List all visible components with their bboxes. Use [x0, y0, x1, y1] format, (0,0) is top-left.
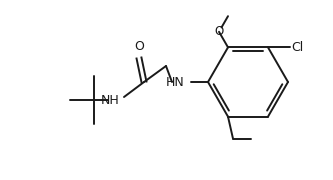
- Text: O: O: [134, 40, 144, 53]
- Text: Cl: Cl: [291, 41, 303, 54]
- Text: NH: NH: [101, 93, 120, 107]
- Text: HN: HN: [166, 75, 185, 89]
- Text: O: O: [214, 25, 224, 38]
